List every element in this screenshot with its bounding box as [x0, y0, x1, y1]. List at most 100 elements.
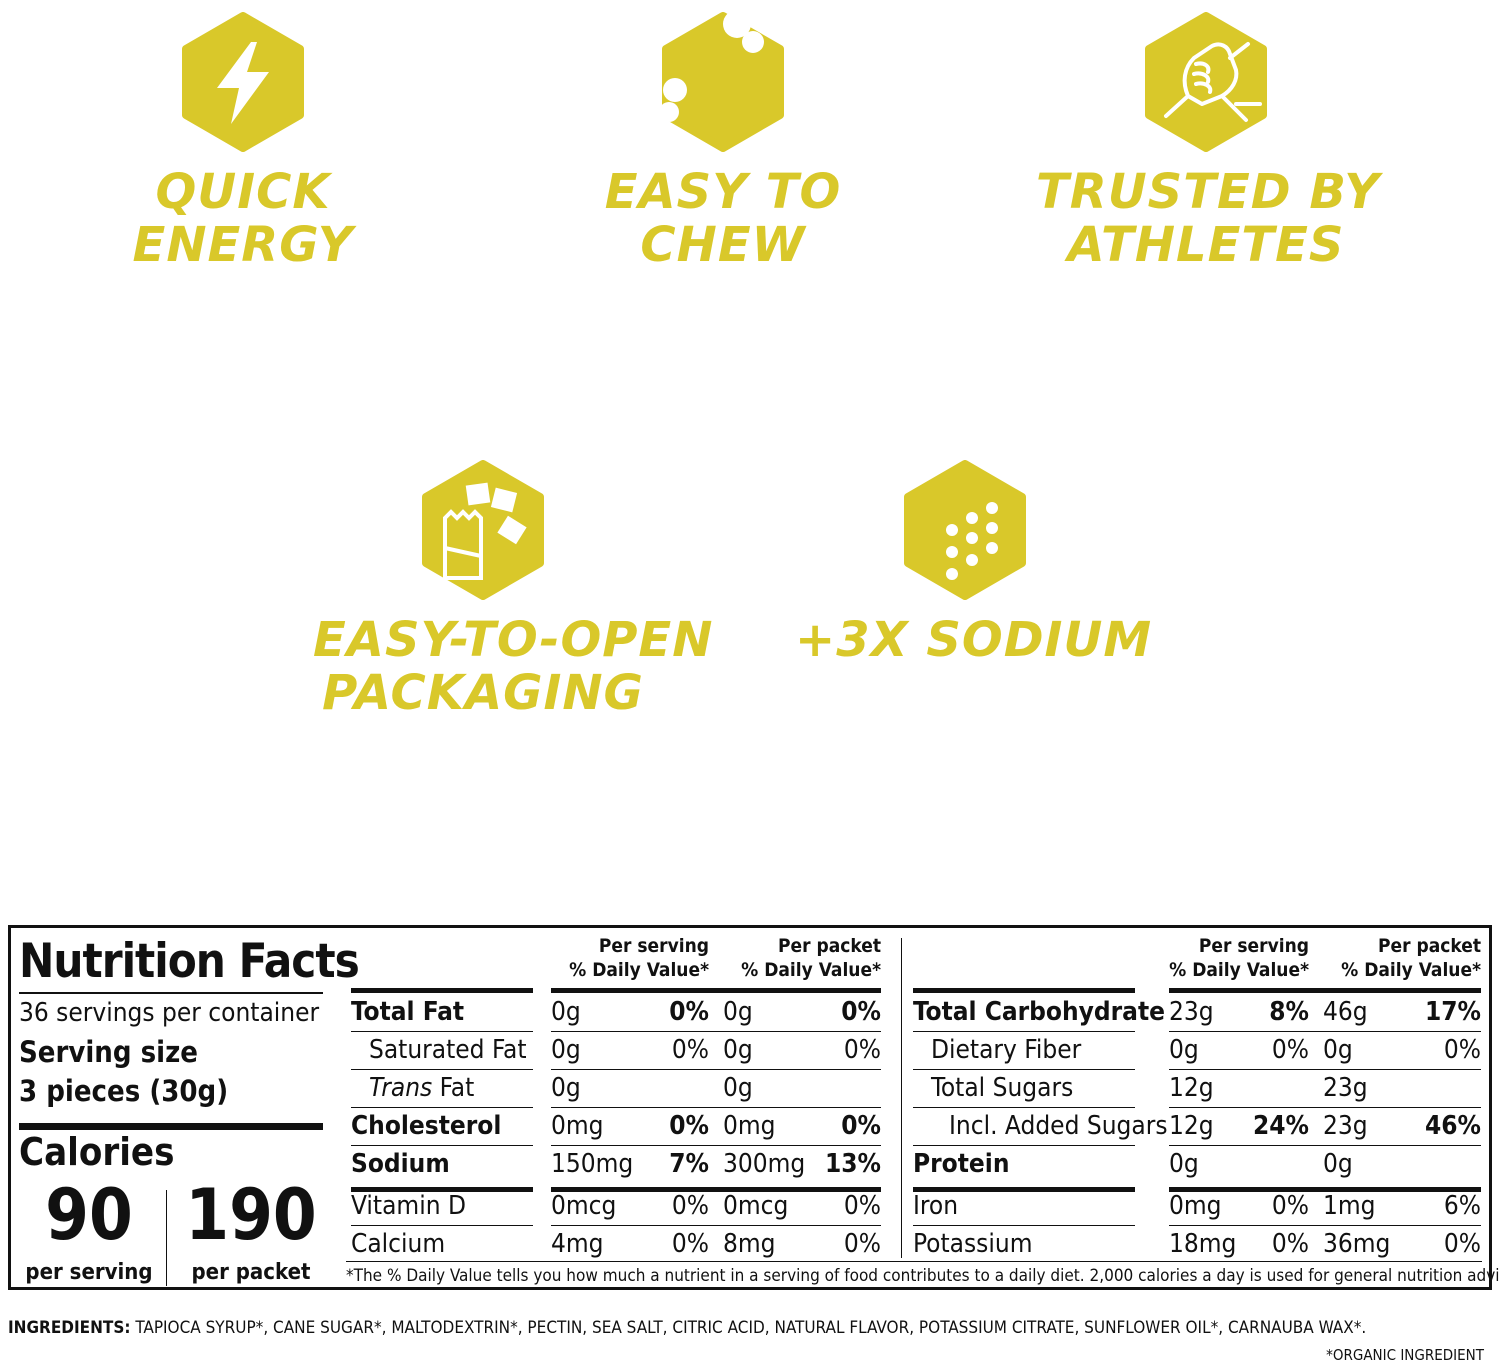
row-divider	[551, 1069, 723, 1070]
nutrient-name: Iron	[913, 1191, 958, 1221]
packet-chews-icon	[422, 460, 544, 600]
amount-per-serving: 18mg	[1169, 1229, 1237, 1259]
row-divider	[1323, 1225, 1481, 1226]
row-divider	[1169, 1187, 1341, 1192]
row-divider	[351, 1187, 533, 1192]
nutrient-name-text: Total Fat	[351, 997, 465, 1027]
daily-value-per-packet: 0%	[843, 1035, 881, 1065]
nutrition-title: Nutrition Facts	[19, 934, 360, 989]
ingredients-text: TAPIOCA SYRUP*, CANE SUGAR*, MALTODEXTRI…	[135, 1318, 1367, 1338]
row-divider	[913, 1225, 1135, 1226]
feature-label: EASY TO CHEW	[604, 164, 842, 273]
amount-per-serving: 0mcg	[551, 1191, 617, 1221]
organic-note: *ORGANIC INGREDIENT	[1326, 1346, 1484, 1364]
handshake-icon	[1145, 12, 1267, 152]
feature-trusted-by-athletes: TRUSTED BY ATHLETES	[1036, 12, 1381, 273]
nutrient-name-text: Calcium	[351, 1229, 446, 1259]
row-divider	[1169, 1145, 1341, 1146]
amount-per-serving: 0g	[551, 1073, 581, 1103]
feature-quick-energy: QUICK ENERGY	[73, 12, 413, 272]
amount-per-packet: 1mg	[1323, 1191, 1376, 1221]
nutrient-name-text: Sodium	[351, 1149, 450, 1179]
nutrient-name-text: Incl. Added Sugars	[949, 1111, 1168, 1141]
ingredients: INGREDIENTS: TAPIOCA SYRUP*, CANE SUGAR*…	[8, 1318, 1366, 1338]
feature-3x-sodium: +3X SODIUM	[795, 460, 1151, 667]
daily-value-per-serving: 0%	[1271, 1229, 1309, 1259]
amount-per-serving: 0g	[551, 997, 581, 1027]
daily-value-per-packet: 0%	[1443, 1035, 1481, 1065]
calories-per-packet: 190	[185, 1174, 317, 1256]
nutrient-name: Total Carbohydrate	[913, 997, 1165, 1027]
nutrient-row: Total Fat 0g 0% 0g 0%	[11, 994, 1491, 1032]
row-divider	[551, 1225, 723, 1226]
servings-per-container: 36 servings per container	[19, 998, 320, 1028]
amount-per-serving: 0g	[1169, 1149, 1199, 1179]
nutrient-name-text: Iron	[913, 1191, 959, 1221]
nutrient-name: Vitamin D	[351, 1191, 466, 1221]
daily-value-per-serving: 0%	[1271, 1191, 1309, 1221]
amount-per-packet: 0g	[1323, 1149, 1353, 1179]
row-divider	[351, 1225, 533, 1226]
nutrient-row: Cholesterol 0mg 0% 0mg 0%	[11, 1108, 1491, 1146]
amount-per-packet: 0g	[723, 997, 753, 1027]
amount-per-packet: 0g	[1323, 1035, 1353, 1065]
bitten-chew-icon	[659, 12, 784, 152]
daily-value-per-packet: 0%	[841, 1111, 881, 1141]
row-divider	[913, 1031, 1135, 1032]
nutrient-name: Cholesterol	[351, 1111, 501, 1141]
row-divider	[551, 1145, 723, 1146]
column-header-per-packet: Per packet% Daily Value*	[741, 935, 881, 981]
salt-dots-icon	[904, 460, 1026, 600]
nutrient-row: Vitamin D 0mcg 0% 0mcg 0%	[11, 1188, 1491, 1226]
daily-value-footnote: *The % Daily Value tells you how much a …	[346, 1266, 1500, 1286]
row-divider	[1323, 1187, 1481, 1192]
row-divider	[551, 1107, 723, 1108]
nutrient-name: Total Fat	[351, 997, 464, 1027]
row-divider	[913, 1145, 1135, 1146]
lightning-bolt-icon	[182, 12, 304, 152]
nutrient-row: Incl. Added Sugars 12g 24% 23g 46%	[11, 1108, 1491, 1146]
daily-value-per-packet: 0%	[843, 1229, 881, 1259]
nutrient-name-text: Potassium	[913, 1229, 1033, 1259]
row-divider	[1323, 1031, 1481, 1032]
row-divider	[1323, 1107, 1481, 1108]
amount-per-packet: 300mg	[723, 1149, 806, 1179]
nutrient-row: Saturated Fat 0g 0% 0g 0%	[11, 1032, 1491, 1070]
feature-label: TRUSTED BY ATHLETES	[1036, 164, 1381, 273]
amount-per-serving: 12g	[1169, 1111, 1214, 1141]
row-divider	[913, 988, 1135, 993]
nutrient-row: Sodium 150mg 7% 300mg 13%	[11, 1146, 1491, 1184]
nutrient-name-text: Vitamin D	[351, 1191, 466, 1221]
row-divider	[351, 1069, 533, 1070]
daily-value-per-packet: 6%	[1443, 1191, 1481, 1221]
daily-value-per-packet: 0%	[841, 997, 881, 1027]
nutrient-name: Calcium	[351, 1229, 445, 1259]
calories-per-serving-label: per serving	[25, 1260, 153, 1285]
row-divider	[1169, 1031, 1341, 1032]
amount-per-packet: 23g	[1323, 1073, 1368, 1103]
row-divider	[1169, 1107, 1341, 1108]
nutrient-name: Total Sugars	[931, 1073, 1073, 1103]
daily-value-per-serving: 7%	[669, 1149, 709, 1179]
row-divider	[351, 1145, 533, 1146]
row-divider	[913, 1107, 1135, 1108]
amount-per-packet: 0g	[723, 1035, 753, 1065]
row-divider	[1169, 1069, 1341, 1070]
nutrient-name-text: Cholesterol	[351, 1111, 502, 1141]
row-divider	[551, 1187, 723, 1192]
center-divider	[901, 938, 902, 1258]
nutrient-name: Sodium	[351, 1149, 450, 1179]
nutrient-row: Trans Fat 0g 0g	[11, 1070, 1491, 1108]
amount-per-serving: 0mg	[551, 1111, 604, 1141]
nutrient-row: Protein 0g 0g	[11, 1146, 1491, 1184]
serving-size-value: 3 pieces (30g)	[19, 1074, 229, 1108]
feature-label: EASY-TO-OPEN PACKAGING	[313, 612, 714, 721]
amount-per-packet: 36mg	[1323, 1229, 1391, 1259]
nutrient-name: Saturated Fat	[369, 1035, 527, 1065]
nutrient-row: Calcium 4mg 0% 8mg 0%	[11, 1226, 1491, 1264]
amount-per-serving: 150mg	[551, 1149, 634, 1179]
row-divider	[1323, 1069, 1481, 1070]
nutrient-name: Incl. Added Sugars	[949, 1111, 1168, 1141]
divider	[346, 1261, 1482, 1262]
daily-value-per-serving: 24%	[1253, 1111, 1309, 1141]
